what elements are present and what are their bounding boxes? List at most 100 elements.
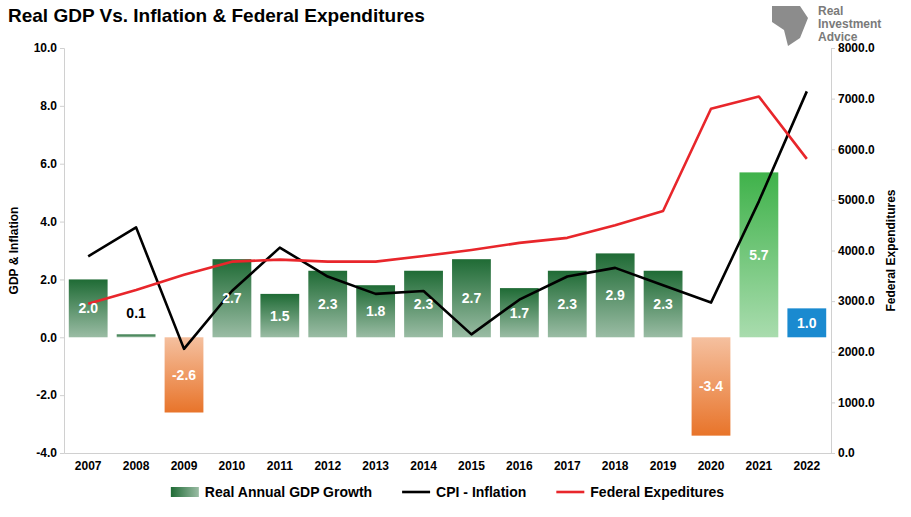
y-tick: 4.0 (40, 215, 64, 229)
x-tick-label: 2015 (458, 459, 485, 473)
x-tick-label: 2009 (171, 459, 198, 473)
y-tick-mark (60, 48, 64, 49)
legend-label: Federal Expeditures (590, 484, 724, 500)
legend-item: Federal Expeditures (556, 484, 724, 500)
x-tick-label: 2012 (314, 459, 341, 473)
bar (213, 259, 252, 337)
x-tick-label: 2020 (698, 459, 725, 473)
bar (787, 308, 826, 337)
x-tick: 2016 (506, 453, 533, 473)
y2-tick-label: 8000.0 (838, 41, 875, 55)
y2-tick: 6000.0 (831, 143, 875, 157)
y-tick-label: 8.0 (40, 99, 57, 113)
data-label: 1.7 (510, 305, 530, 321)
x-tick: 2019 (650, 453, 677, 473)
data-label: 1.5 (270, 308, 290, 324)
y2-tick: 7000.0 (831, 92, 875, 106)
data-label: 2.9 (605, 287, 625, 303)
x-tick-label: 2016 (506, 459, 533, 473)
x-tick: 2022 (793, 453, 820, 473)
bar (117, 334, 156, 337)
x-tick: 2020 (698, 453, 725, 473)
x-tick-label: 2011 (267, 459, 293, 473)
y2-tick-label: 5000.0 (838, 193, 875, 207)
line (88, 91, 807, 348)
y-tick-mark (60, 453, 64, 454)
data-label: -2.6 (172, 367, 196, 383)
x-tick: 2007 (75, 453, 102, 473)
y2-tick-mark (831, 453, 835, 454)
x-tick: 2015 (458, 453, 485, 473)
y-tick-label: 2.0 (40, 273, 57, 287)
title: Real GDP Vs. Inflation & Federal Expendi… (8, 5, 425, 26)
data-label: 2.3 (558, 296, 578, 312)
data-label: 2.3 (318, 296, 338, 312)
y2-tick-label: 6000.0 (838, 143, 875, 157)
data-label: 2.7 (222, 290, 242, 306)
y-tick: 8.0 (40, 99, 64, 113)
legend-swatch (171, 487, 199, 497)
x-tick-label: 2007 (75, 459, 102, 473)
bar (548, 271, 587, 338)
y-tick-mark (60, 395, 64, 396)
y-tick: 2.0 (40, 273, 64, 287)
x-tick-label: 2018 (602, 459, 629, 473)
legend-item: Real Annual GDP Growth (171, 484, 372, 500)
y2-tick-mark (831, 301, 835, 302)
plot: -4.0-2.00.02.04.06.08.010.00.01000.02000… (34, 41, 875, 472)
x-tick: 2018 (602, 453, 629, 473)
x-tick: 2012 (314, 453, 341, 473)
logo-icon (772, 6, 808, 46)
data-label: 2.3 (414, 296, 434, 312)
marks (69, 91, 826, 435)
bar (692, 337, 731, 435)
x-tick-label: 2013 (362, 459, 389, 473)
x-tick-label: 2017 (554, 459, 581, 473)
y2-tick-label: 0.0 (838, 446, 855, 460)
y-tick: 0.0 (40, 331, 64, 345)
x-tick: 2011 (267, 453, 293, 473)
x-tick: 2009 (171, 453, 198, 473)
y-tick-mark (60, 337, 64, 338)
bar (739, 172, 778, 337)
y-tick: -2.0 (36, 388, 64, 402)
y-axis: -4.0 -2.0 0.0 2.0 4.0 6.0 8.0 10.0 (34, 41, 65, 460)
y-axis-title: GDP & Inflation (7, 207, 21, 295)
y2-tick-mark (831, 99, 835, 100)
legend-item: CPI - Inflation (402, 484, 526, 500)
y2-tick: 0.0 (831, 446, 855, 460)
y2-tick: 8000.0 (831, 41, 875, 55)
legend-label: CPI - Inflation (436, 484, 526, 500)
y-tick-label: -4.0 (36, 446, 57, 460)
y2-tick: 5000.0 (831, 193, 875, 207)
y-tick: 6.0 (40, 157, 64, 171)
bar (69, 279, 108, 337)
bar (500, 288, 539, 337)
y2-tick-label: 7000.0 (838, 92, 875, 106)
data-label: 1.0 (797, 315, 817, 331)
y2-tick: 3000.0 (831, 294, 875, 308)
x-tick-label: 2014 (410, 459, 437, 473)
x-tick-label: 2019 (650, 459, 677, 473)
line (88, 97, 807, 304)
data-label: 1.8 (366, 303, 386, 319)
x-axis: 2007 2008 2009 2010 2011 2012 2013 2014 2015 2016… (65, 453, 832, 473)
y2-tick-mark (831, 149, 835, 150)
x-tick: 2010 (219, 453, 246, 473)
data-labels: 2.00.1-2.62.71.52.31.82.32.71.72.32.92.3… (78, 247, 816, 395)
y2-tick-label: 2000.0 (838, 345, 875, 359)
y-tick-mark (60, 279, 64, 280)
y2-tick-label: 4000.0 (838, 244, 875, 258)
x-tick: 2008 (123, 453, 150, 473)
x-axis-line (65, 453, 832, 454)
chart: Real GDP Vs. Inflation & Federal Expendi… (0, 0, 911, 517)
legend-swatch (556, 491, 584, 494)
legend: Real Annual GDP Growth CPI - Inflation Fed… (171, 484, 725, 500)
annotation: Investment (818, 17, 881, 31)
y-tick: 10.0 (34, 41, 64, 55)
y2-tick: 4000.0 (831, 244, 875, 258)
y-tick-label: -2.0 (36, 388, 57, 402)
annotation: Real (818, 4, 843, 18)
x-tick: 2017 (554, 453, 581, 473)
x-tick-label: 2008 (123, 459, 150, 473)
